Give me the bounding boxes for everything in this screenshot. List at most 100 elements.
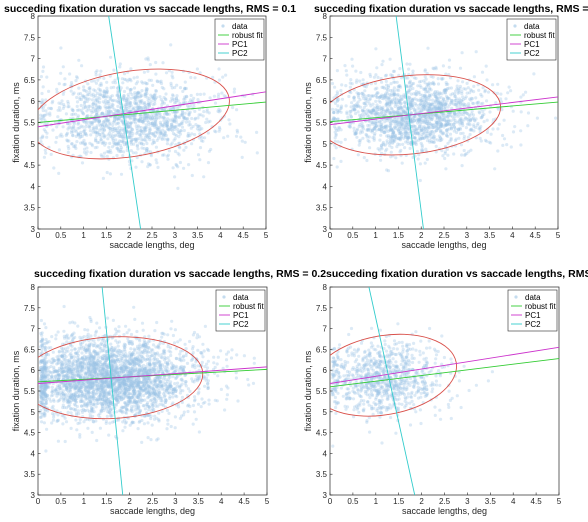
data-point [125,124,129,128]
data-point [151,386,155,390]
data-point [116,121,121,125]
data-point [100,154,104,158]
data-point [447,118,451,122]
data-point [182,117,186,121]
data-point [352,96,356,100]
data-point [491,127,495,131]
data-point [151,132,155,136]
data-point [92,366,96,370]
data-point [418,137,423,141]
data-point [470,89,474,93]
data-point [335,69,339,73]
data-point [398,138,402,142]
data-point [87,97,91,101]
x-tick-label: 4 [510,231,515,240]
data-point [428,133,432,137]
data-point [458,66,463,70]
data-point [121,120,125,124]
data-point [402,109,406,113]
data-point [468,97,472,101]
data-point [408,105,412,109]
data-point [84,105,88,109]
data-point [94,131,98,135]
data-point [122,94,126,98]
data-point [109,348,113,352]
data-point [107,111,111,115]
data-point [424,87,428,92]
data-point [451,115,455,119]
data-point [106,410,110,414]
data-point [87,418,92,422]
data-point [373,87,377,91]
data-point [371,121,376,125]
data-point [138,118,142,122]
data-point [121,139,125,143]
data-point [129,121,133,125]
data-point [95,91,99,95]
data-point [183,342,187,346]
data-point [91,362,95,366]
data-point [420,99,424,103]
data-point [71,134,75,138]
data-point [121,154,125,158]
data-point [173,101,177,105]
data-point [369,129,373,133]
data-point [463,116,467,120]
data-point [146,115,150,119]
data-point [158,80,162,84]
data-point [449,126,454,130]
data-point [85,150,89,154]
data-point [524,90,528,94]
data-point [152,96,156,100]
data-point [446,127,450,132]
data-point [71,386,75,390]
data-point [425,96,429,101]
data-point [190,142,194,146]
data-point [438,129,442,133]
data-point [407,95,411,100]
data-point [445,123,449,127]
data-point [331,99,335,103]
data-point [81,361,85,365]
data-point [399,123,403,127]
data-point [504,97,508,101]
data-point [391,135,395,139]
data-point [353,108,357,112]
data-point [454,101,458,105]
data-point [158,112,162,116]
data-point [170,141,174,145]
data-point [170,74,174,78]
data-point [204,378,208,382]
data-point [99,153,103,157]
data-point [74,79,78,83]
data-point [362,109,367,113]
data-point [453,92,457,96]
data-point [417,80,422,84]
data-point [440,118,444,122]
data-point [364,132,368,137]
data-point [424,129,428,133]
data-point [419,97,423,101]
data-point [143,398,147,402]
data-point [240,155,244,159]
data-point [167,391,171,395]
data-point [188,110,192,114]
data-point [183,116,187,121]
data-point [397,99,401,103]
data-point [146,136,150,140]
data-point [400,161,404,165]
data-point [357,139,361,143]
data-point [423,75,427,79]
data-point [375,103,379,107]
data-point [441,97,445,101]
data-point [196,124,200,128]
data-point [399,126,403,130]
data-point [429,103,433,107]
data-point [144,57,148,61]
data-point [129,135,133,139]
data-point [376,105,380,109]
data-point [129,354,133,358]
data-point [102,155,106,159]
data-point [146,162,151,166]
data-point [145,106,150,110]
